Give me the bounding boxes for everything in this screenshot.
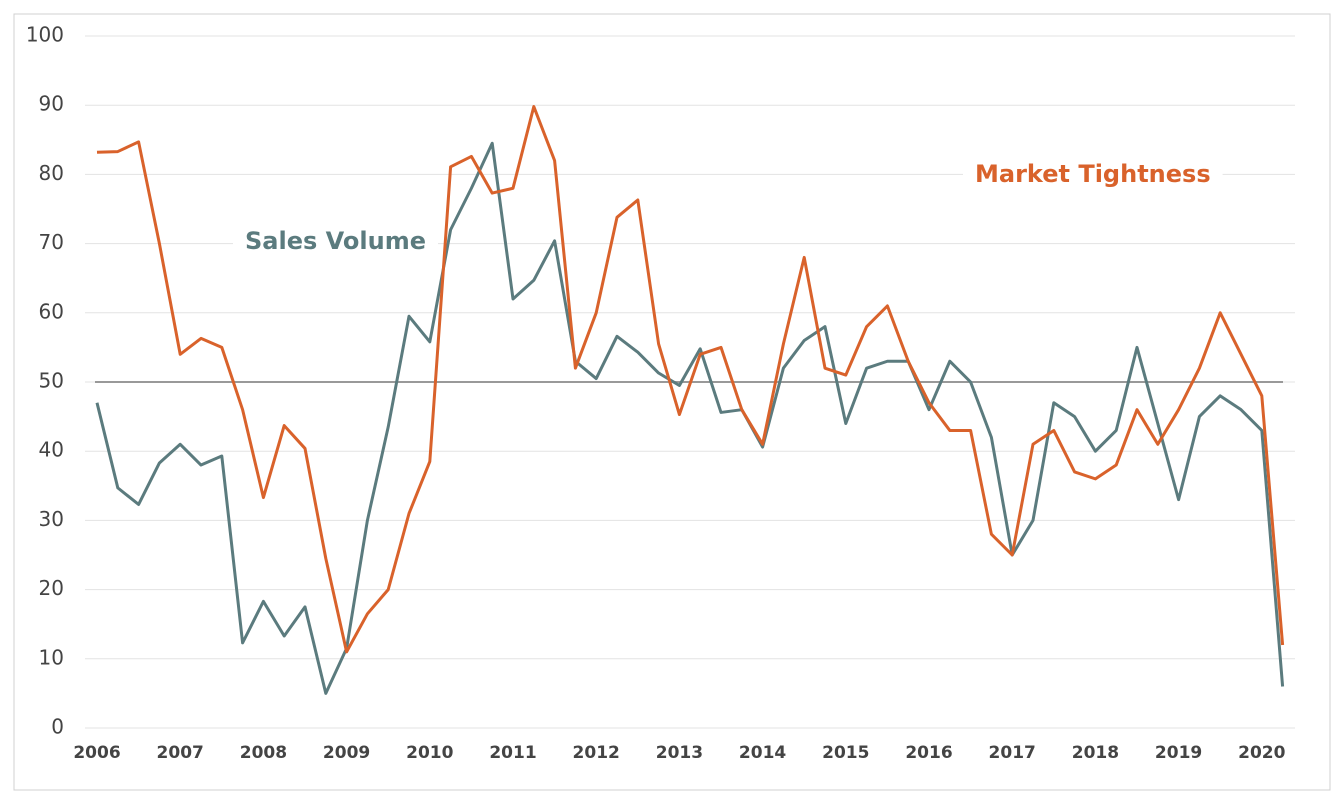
x-tick-label: 2015 <box>822 743 869 763</box>
y-tick-label: 0 <box>51 715 64 739</box>
y-tick-label: 10 <box>39 645 64 669</box>
legend-label: Market Tightness <box>975 160 1211 188</box>
x-tick-label: 2008 <box>240 743 287 763</box>
legend-background <box>963 156 1223 192</box>
x-tick-label: 2011 <box>489 743 536 763</box>
y-tick-label: 20 <box>39 576 64 600</box>
y-tick-label: 60 <box>39 299 64 323</box>
x-tick-label: 2020 <box>1238 743 1285 763</box>
x-tick-label: 2007 <box>157 743 204 763</box>
x-tick-label: 2014 <box>739 743 786 763</box>
y-tick-label: 80 <box>39 161 64 185</box>
chart-border <box>13 13 1331 791</box>
x-tick-label: 2006 <box>73 743 120 763</box>
y-tick-label: 30 <box>39 507 64 531</box>
y-tick-label: 100 <box>26 23 64 47</box>
x-tick-label: 2012 <box>573 743 620 763</box>
x-tick-label: 2017 <box>989 743 1036 763</box>
y-tick-label: 70 <box>39 230 64 254</box>
x-tick-label: 2016 <box>905 743 952 763</box>
x-tick-label: 2009 <box>323 743 370 763</box>
series-line <box>96 105 1285 654</box>
x-tick-label: 2010 <box>406 743 453 763</box>
legend-label: Sales Volume <box>245 227 426 255</box>
x-tick-label: 2018 <box>1072 743 1119 763</box>
x-tick-label: 2019 <box>1155 743 1202 763</box>
legend-background <box>233 223 438 259</box>
y-tick-label: 50 <box>39 369 64 393</box>
y-tick-label: 90 <box>39 92 64 116</box>
series-line <box>95 141 1285 695</box>
x-tick-label: 2013 <box>656 743 703 763</box>
y-tick-label: 40 <box>39 438 64 462</box>
